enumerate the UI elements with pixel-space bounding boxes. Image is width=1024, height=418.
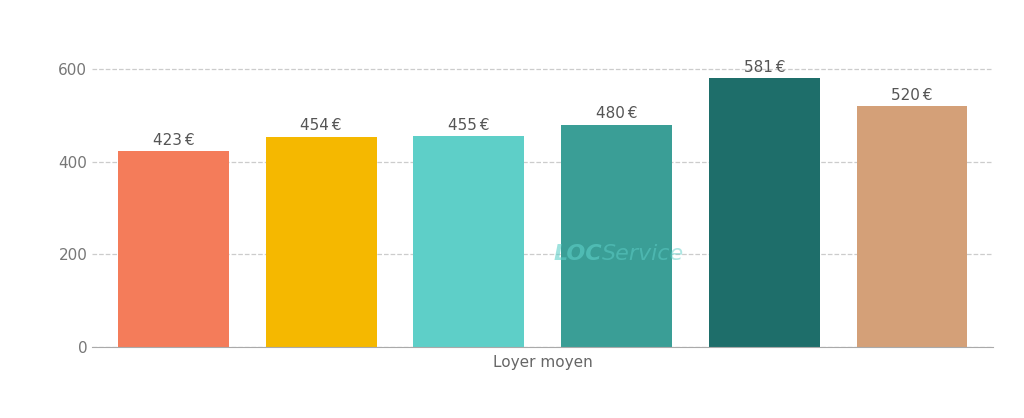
Text: 581 €: 581 € bbox=[743, 60, 785, 75]
Bar bbox=[266, 137, 377, 347]
Bar bbox=[857, 106, 968, 347]
Bar bbox=[414, 136, 524, 347]
Text: 480 €: 480 € bbox=[596, 107, 637, 122]
Text: Service: Service bbox=[602, 245, 684, 264]
Text: 423 €: 423 € bbox=[153, 133, 195, 148]
Text: LOC: LOC bbox=[553, 245, 602, 264]
Text: 520 €: 520 € bbox=[891, 88, 933, 103]
Bar bbox=[709, 78, 819, 347]
Bar bbox=[561, 125, 672, 347]
Text: 454 €: 454 € bbox=[300, 118, 342, 133]
X-axis label: Loyer moyen: Loyer moyen bbox=[493, 355, 593, 370]
Text: 455 €: 455 € bbox=[449, 118, 489, 133]
Legend: Chambre, Colocation, Studio, T1, T2, Résidence étudiante: Chambre, Colocation, Studio, T1, T2, Rés… bbox=[261, 414, 824, 418]
Bar bbox=[118, 151, 228, 347]
